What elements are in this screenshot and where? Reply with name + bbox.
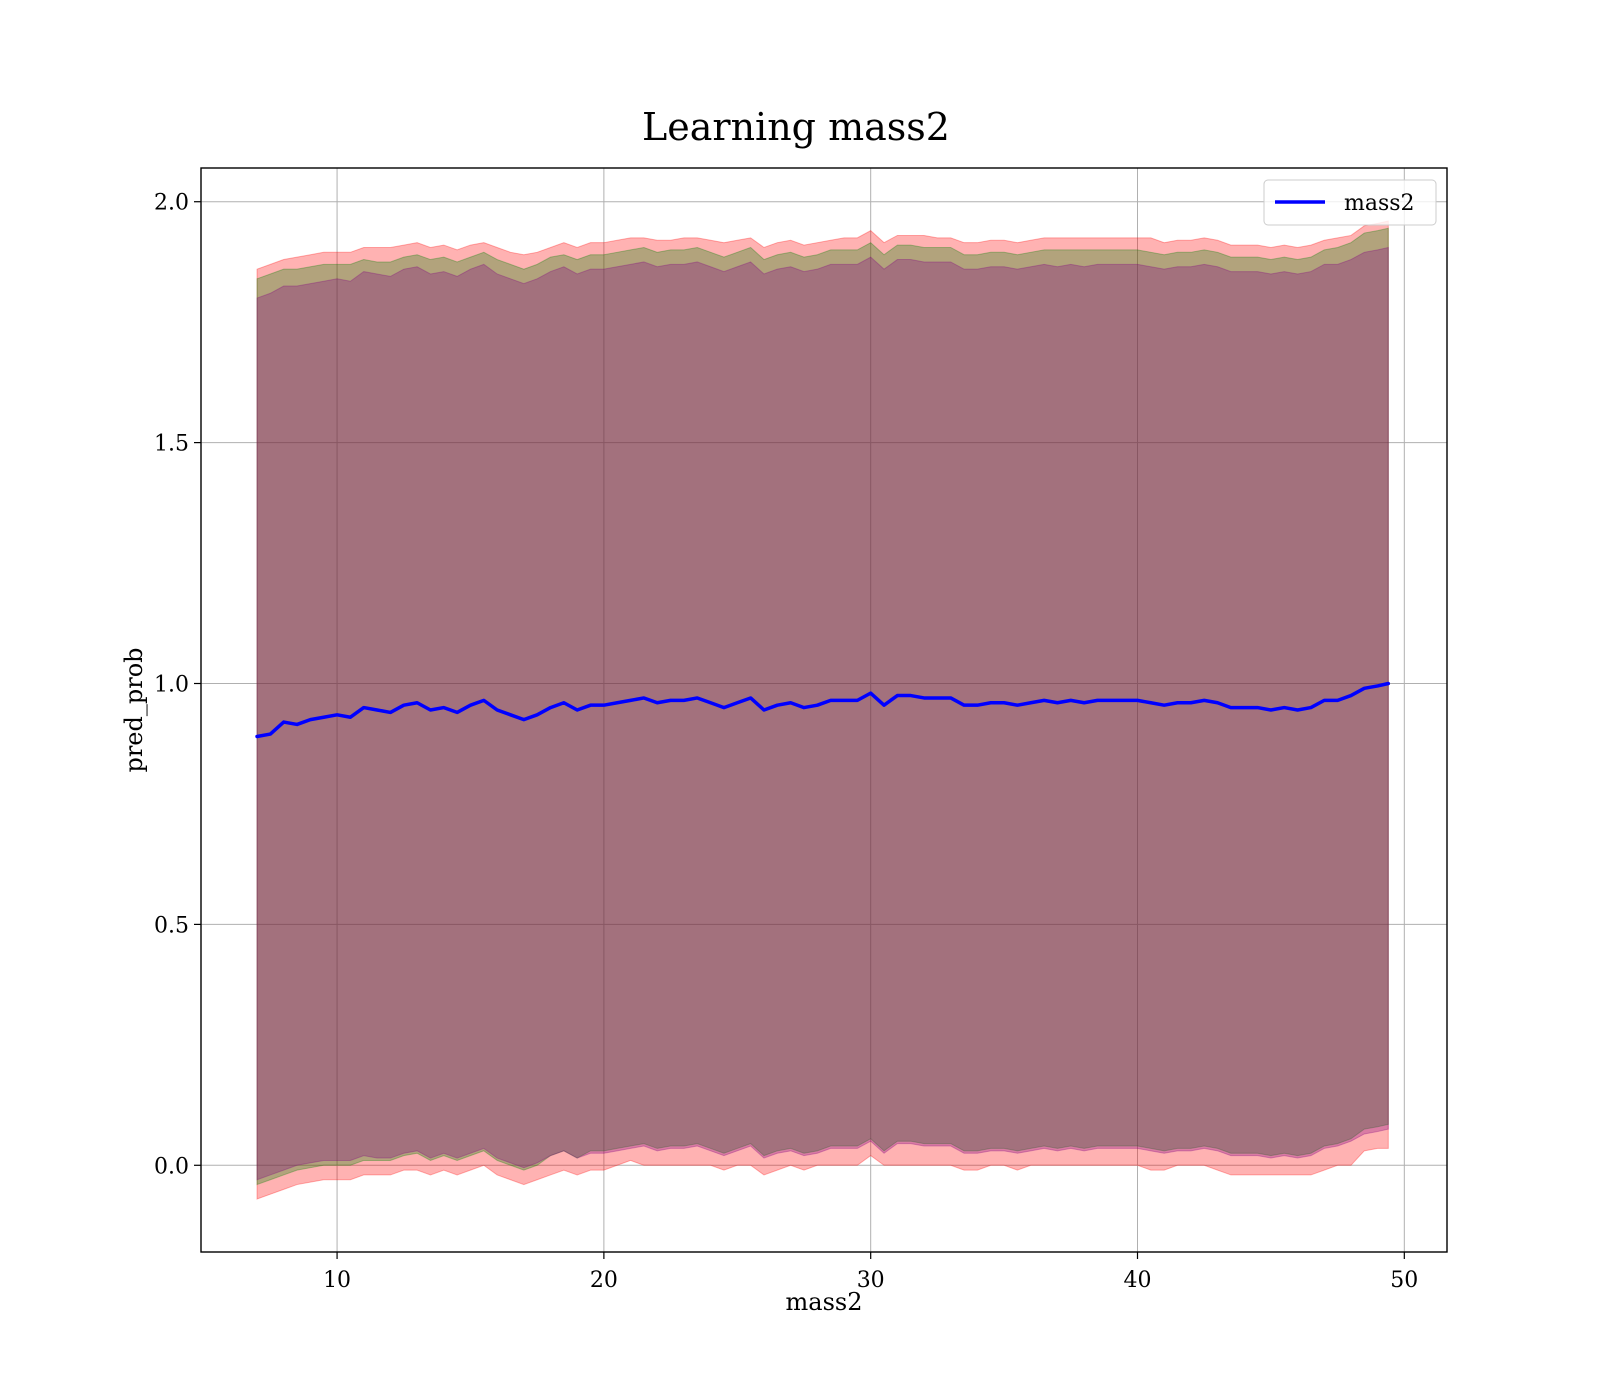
x-tick-label: 30	[857, 1268, 885, 1293]
series-layer	[255, 681, 1391, 739]
y-tick-label: 0.0	[154, 1154, 189, 1179]
x-tick-label: 10	[323, 1268, 351, 1293]
plot-frame	[200, 167, 1448, 1253]
y-axis-ticks: 0.0 0.5 1.0 1.5 2.0	[154, 191, 201, 1179]
series-line-mass2	[255, 681, 1391, 739]
y-tick-label: 0.5	[154, 913, 189, 938]
legend-label-mass2: mass2	[1344, 191, 1415, 216]
x-axis-label: mass2	[786, 1288, 863, 1316]
y-tick-label: 1.0	[154, 673, 189, 698]
confidence-band-3	[256, 246, 1389, 1181]
legend-box	[1263, 179, 1437, 226]
y-axis-label: pred_prob	[120, 647, 148, 772]
legend: mass2	[1263, 179, 1437, 226]
y-tick-label: 2.0	[154, 191, 189, 216]
grid	[201, 168, 1447, 1252]
confidence-bands	[256, 220, 1389, 1200]
x-tick-label: 20	[590, 1268, 618, 1293]
x-tick-label: 40	[1124, 1268, 1152, 1293]
confidence-band-1	[256, 220, 1389, 1200]
x-tick-label: 50	[1390, 1268, 1418, 1293]
confidence-band-2	[256, 227, 1389, 1186]
x-axis-ticks: 10 20 30 40 50	[323, 1252, 1418, 1293]
chart-title: Learning mass2	[642, 105, 950, 149]
y-tick-label: 1.5	[154, 432, 189, 457]
